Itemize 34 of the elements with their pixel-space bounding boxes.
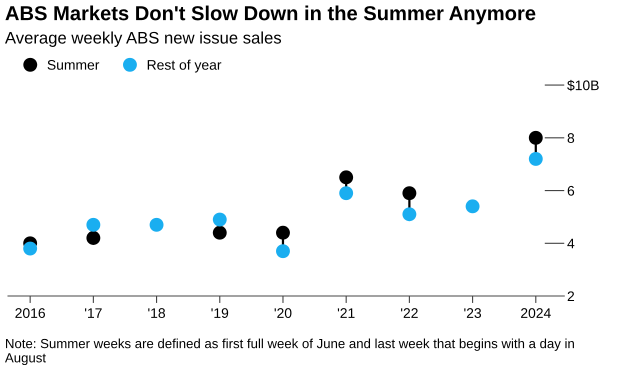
x-tick-label: '23: [464, 308, 482, 318]
legend-label: Rest of year: [148, 60, 222, 73]
point: [528, 152, 543, 166]
x-tick-label: '18: [148, 308, 166, 318]
chart-title: ABS Markets Don't Slow Down in the Summer Anymore: [5, 6, 536, 24]
x-tick-label: '20: [274, 308, 292, 318]
point: [466, 199, 480, 214]
x-tick-label: '21: [338, 308, 355, 318]
y-tick-label: 2: [568, 291, 574, 302]
y-tick-label: 6: [568, 186, 574, 196]
point: [276, 226, 290, 240]
point: [339, 170, 354, 184]
point: [86, 231, 100, 245]
point: [86, 218, 100, 232]
point: [150, 218, 164, 232]
x-tick-label: '17: [85, 308, 102, 318]
y-tick-label: $10B: [567, 80, 599, 92]
y-tick-label: 4: [567, 238, 574, 248]
x-tick-label: 2016: [15, 308, 45, 318]
x-tick-label: '22: [401, 308, 418, 318]
point: [402, 186, 416, 200]
chart-subtitle: Average weekly ABS new issue sales: [4, 31, 282, 47]
point: [402, 207, 416, 222]
point: [339, 186, 354, 200]
legend-label: Summer: [48, 60, 100, 70]
point: [212, 226, 227, 240]
point: [23, 242, 38, 256]
x-tick-label: 2024: [521, 308, 551, 318]
point: [276, 244, 290, 258]
point: [212, 212, 227, 226]
point: [528, 130, 543, 145]
text: Note: Summer weeks are defined as first full week of June and last week that begins with a day in August: [4, 338, 574, 366]
y-tick-label: 8: [568, 133, 574, 143]
x-tick-label: '19: [211, 308, 228, 318]
